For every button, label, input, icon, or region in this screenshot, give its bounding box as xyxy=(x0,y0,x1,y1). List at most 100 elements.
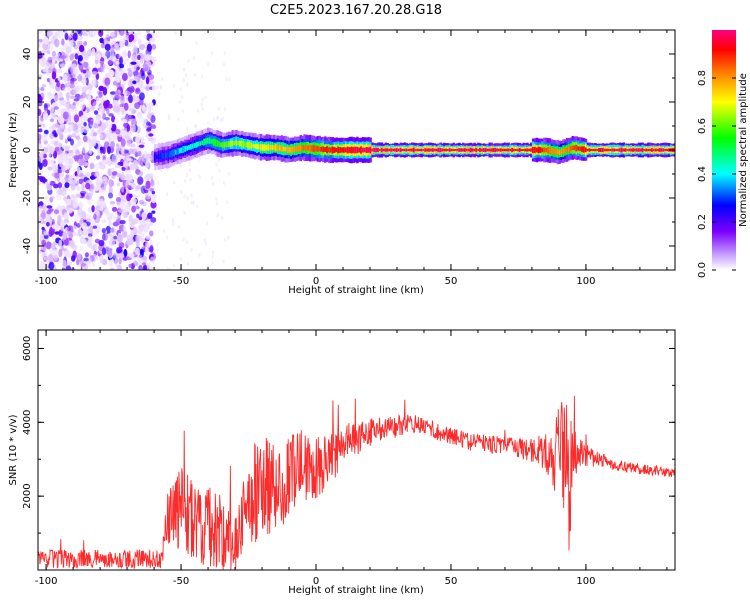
noise-speck xyxy=(118,252,125,259)
noise-speck xyxy=(40,49,47,54)
ridge-cell xyxy=(439,147,442,153)
noise-speck xyxy=(138,224,144,233)
ridge-cell xyxy=(524,148,527,152)
noise-speck xyxy=(121,166,126,171)
ridge-cell xyxy=(195,141,199,148)
noise-speck xyxy=(79,115,86,124)
noise-speck xyxy=(107,168,113,177)
noise-speck xyxy=(46,210,52,215)
ridge-cell xyxy=(382,148,386,152)
noise-speck xyxy=(97,226,101,233)
noise-speck xyxy=(80,192,85,197)
ridge-cell xyxy=(652,149,656,151)
noise-speck xyxy=(150,217,157,223)
noise-speck xyxy=(115,143,120,147)
noise-speck xyxy=(98,85,105,92)
spectrogram-marks xyxy=(38,30,675,270)
ridge-cell xyxy=(203,138,206,146)
noise-speck xyxy=(226,200,229,205)
noise-speck xyxy=(38,133,42,141)
ridge-cell xyxy=(520,148,524,152)
ridge-cell xyxy=(548,147,552,154)
ridge-cell xyxy=(492,148,495,152)
noise-speck xyxy=(127,50,131,59)
noise-speck xyxy=(205,221,209,226)
noise-speck xyxy=(74,53,79,60)
noise-speck xyxy=(156,242,159,247)
ridge-cell xyxy=(388,148,391,152)
ridge-cell xyxy=(397,148,401,152)
noise-speck xyxy=(120,138,126,147)
noise-speck xyxy=(142,117,147,125)
noise-speck xyxy=(144,189,149,194)
noise-speck xyxy=(51,102,58,108)
ridge-cell xyxy=(360,146,363,154)
ridge-cell xyxy=(628,148,631,152)
noise-speck xyxy=(187,59,190,64)
noise-speck xyxy=(203,238,206,243)
noise-speck xyxy=(97,198,104,203)
noise-speck xyxy=(68,39,74,49)
noise-speck xyxy=(151,210,156,214)
noise-speck xyxy=(71,194,75,199)
ridge-cell xyxy=(601,147,605,153)
ridge-cell xyxy=(582,146,586,153)
noise-speck xyxy=(148,74,155,80)
noise-speck xyxy=(67,164,73,169)
noise-speck xyxy=(215,196,218,201)
noise-speck xyxy=(186,126,189,131)
noise-speck xyxy=(76,166,81,176)
noise-speck xyxy=(91,71,98,75)
noise-speck xyxy=(146,30,151,34)
ridge-cell xyxy=(239,140,242,147)
ridge-cell xyxy=(373,147,376,153)
ridge-cell xyxy=(208,137,212,144)
noise-speck xyxy=(198,156,201,161)
noise-speck xyxy=(206,120,210,125)
noise-speck xyxy=(46,91,53,100)
noise-speck xyxy=(143,228,148,233)
noise-speck xyxy=(60,187,67,197)
noise-speck xyxy=(128,94,134,104)
y-tick-label: 6000 xyxy=(22,336,33,361)
noise-speck xyxy=(138,264,143,270)
noise-speck xyxy=(128,215,133,223)
noise-speck xyxy=(79,245,84,252)
noise-speck xyxy=(116,182,121,187)
ridge-cell xyxy=(496,148,499,152)
ridge-cell xyxy=(454,149,457,151)
noise-speck xyxy=(146,154,153,162)
noise-speck xyxy=(82,61,89,69)
noise-speck xyxy=(138,232,145,238)
ridge-cell xyxy=(220,142,223,147)
noise-speck xyxy=(183,194,186,199)
noise-speck xyxy=(156,248,159,253)
noise-speck xyxy=(119,103,124,108)
noise-speck xyxy=(56,52,61,58)
ridge-cell xyxy=(188,145,191,150)
noise-speck xyxy=(179,87,182,92)
noise-speck xyxy=(82,135,88,143)
noise-speck xyxy=(65,169,70,174)
ridge-cell xyxy=(318,146,321,152)
ridge-cell xyxy=(222,142,225,149)
noise-speck xyxy=(93,213,97,220)
ridge-cell xyxy=(465,148,469,152)
noise-speck xyxy=(142,264,148,270)
ridge-cell xyxy=(514,148,518,152)
noise-speck xyxy=(151,197,156,204)
noise-speck xyxy=(132,159,139,167)
ridge-cell xyxy=(654,148,658,152)
noise-speck xyxy=(159,84,162,89)
ridge-cell xyxy=(242,140,246,148)
ridge-cell xyxy=(341,147,344,153)
ridge-cell xyxy=(633,148,637,152)
noise-speck xyxy=(198,252,201,257)
ridge-cell xyxy=(660,148,663,152)
x-tick-label: -50 xyxy=(173,276,189,287)
ridge-cell xyxy=(531,146,535,154)
ridge-cell xyxy=(299,145,302,152)
ridge-cell xyxy=(197,141,200,147)
ridge-cell xyxy=(641,147,644,153)
ridge-cell xyxy=(155,154,159,160)
